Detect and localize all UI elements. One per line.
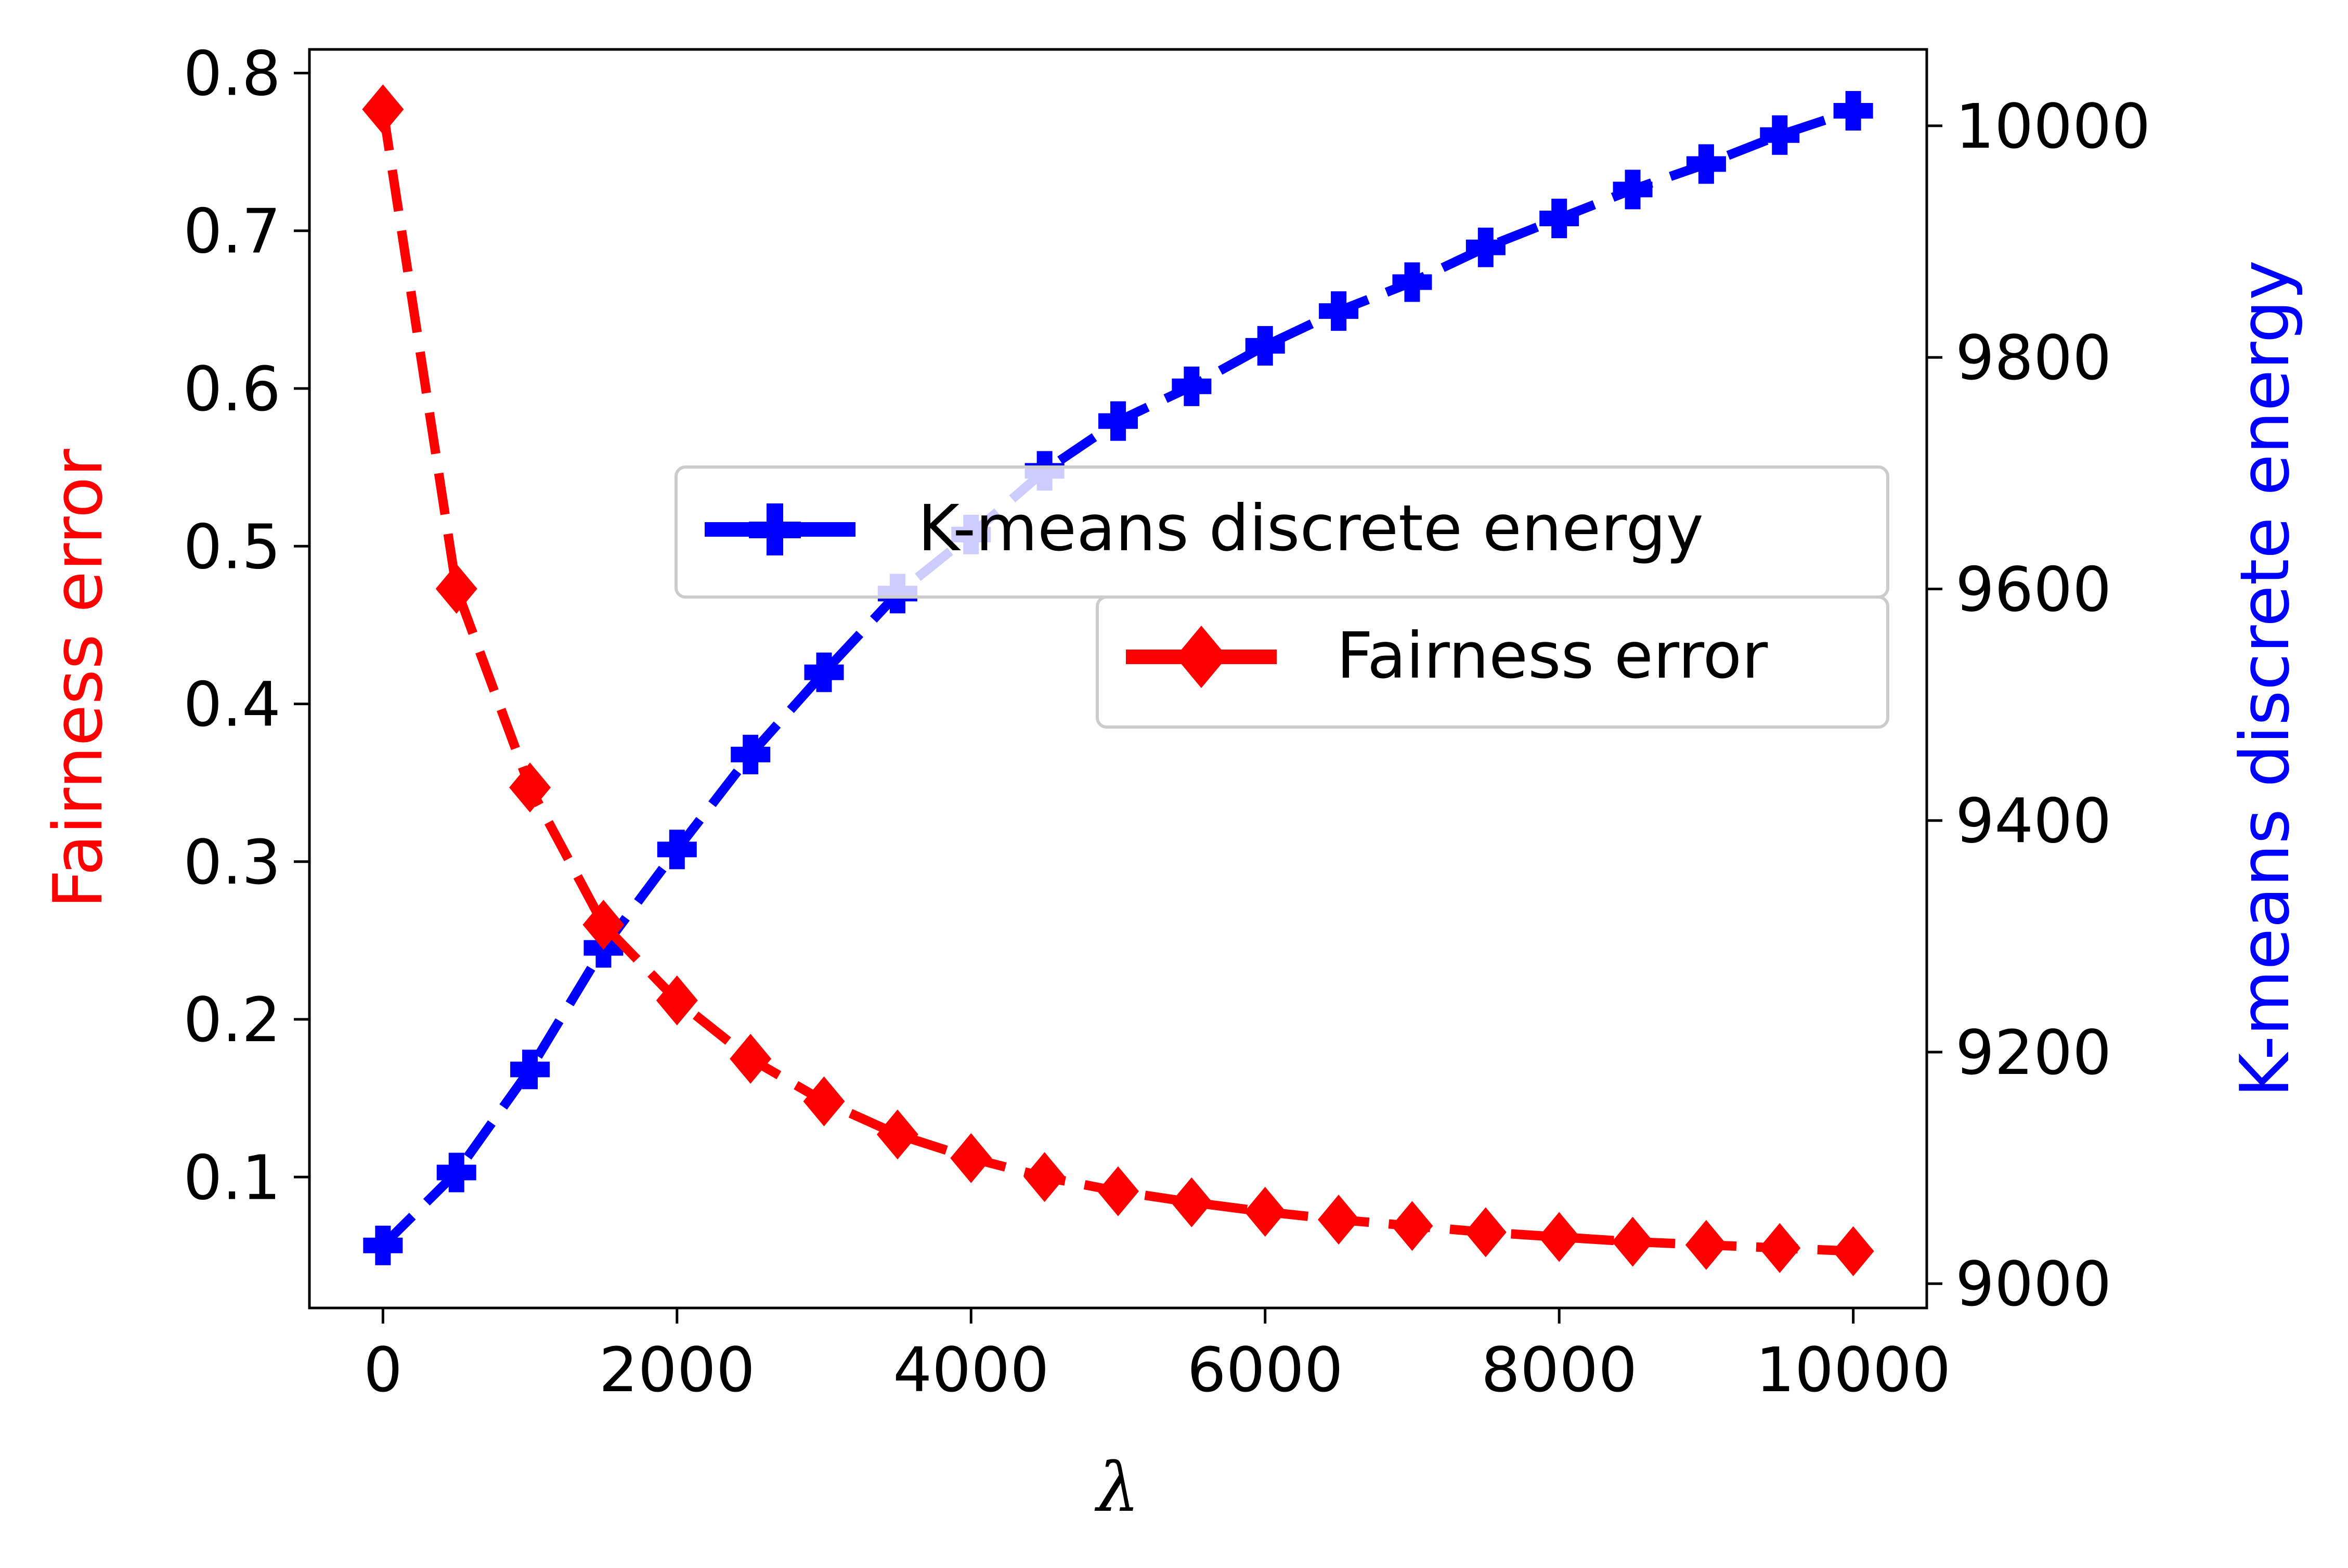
legend-fairness-frame — [1096, 595, 1889, 729]
right-tick-label: 9000 — [1955, 1248, 2111, 1320]
data-point-fairness — [509, 762, 551, 813]
right-tick-label: 9800 — [1955, 322, 2111, 394]
data-point-fairness — [582, 900, 625, 950]
data-point-energy — [731, 734, 771, 774]
left-tick-label: 0.6 — [183, 353, 281, 425]
data-point-energy — [363, 1225, 403, 1265]
data-point-energy — [657, 830, 697, 870]
left-tick-label: 0.8 — [183, 37, 281, 109]
data-point-fairness — [876, 1109, 918, 1160]
data-point-fairness — [803, 1076, 845, 1126]
legend-energy-marker — [749, 503, 801, 555]
left-tick-label: 0.7 — [183, 196, 281, 267]
data-point-fairness — [1171, 1177, 1213, 1227]
data-point-energy — [804, 652, 844, 692]
plot-frame — [308, 48, 1928, 1310]
data-point-energy — [510, 1049, 550, 1090]
x-tick-label: 10000 — [1756, 1334, 1951, 1406]
data-point-fairness — [435, 564, 477, 614]
data-point-energy — [1760, 115, 1800, 155]
data-point-fairness — [1685, 1220, 1727, 1270]
data-point-fairness — [656, 975, 698, 1026]
x-axis-label: λ — [1094, 1448, 1139, 1527]
data-point-fairness — [1391, 1201, 1433, 1251]
data-point-fairness — [1244, 1187, 1286, 1237]
data-point-fairness — [950, 1133, 992, 1183]
x-tick-label: 2000 — [599, 1334, 755, 1406]
data-point-energy — [1613, 170, 1653, 210]
left-y-axis: 0.1 0.2 0.3 0.4 0.5 0.6 0.7 0.8 — [183, 37, 309, 1213]
series-layer — [362, 84, 1874, 1276]
left-tick-label: 0.4 — [183, 669, 281, 741]
x-tick-label: 0 — [364, 1334, 403, 1406]
data-point-energy — [1833, 90, 1873, 131]
x-axis: 0 2000 4000 6000 8000 10000 — [364, 1308, 1951, 1406]
data-point-fairness — [1318, 1195, 1360, 1245]
left-tick-label: 0.5 — [183, 511, 281, 582]
right-y-axis: 9000 9200 9400 9600 9800 10000 — [1927, 90, 2150, 1320]
x-tick-label: 4000 — [893, 1334, 1049, 1406]
left-tick-label: 0.1 — [183, 1142, 281, 1213]
data-point-fairness — [362, 84, 404, 135]
data-point-energy — [1245, 326, 1285, 366]
legend-fairness: Fairness error — [1096, 595, 1889, 729]
data-point-fairness — [1023, 1152, 1066, 1202]
data-point-fairness — [1612, 1216, 1654, 1267]
x-tick-label: 8000 — [1481, 1334, 1637, 1406]
data-point-energy — [436, 1152, 476, 1193]
data-point-energy — [1319, 291, 1359, 331]
left-tick-label: 0.2 — [183, 984, 281, 1056]
left-axis-label: Fairness error — [38, 449, 118, 909]
data-point-fairness — [1464, 1207, 1507, 1258]
left-tick-label: 0.3 — [183, 826, 281, 898]
data-point-fairness — [1832, 1226, 1874, 1276]
data-point-fairness — [1538, 1212, 1580, 1262]
data-point-energy — [1686, 144, 1726, 184]
data-point-fairness — [1097, 1166, 1139, 1216]
right-tick-label: 10000 — [1955, 90, 2150, 162]
data-point-energy — [1172, 366, 1212, 406]
legend-fairness-marker — [1175, 626, 1227, 688]
data-point-energy — [1465, 227, 1506, 267]
legend-energy-label: K-means discrete energy — [918, 491, 1704, 565]
right-tick-label: 9600 — [1955, 553, 2111, 625]
data-point-energy — [1539, 199, 1579, 239]
legend-fairness-label: Fairness error — [1337, 619, 1768, 693]
data-point-fairness — [730, 1033, 772, 1084]
right-tick-label: 9400 — [1955, 785, 2111, 857]
data-point-fairness — [1759, 1223, 1801, 1273]
x-tick-label: 6000 — [1187, 1334, 1343, 1406]
right-tick-label: 9200 — [1955, 1017, 2111, 1088]
legend-energy: K-means discrete energy — [674, 465, 1889, 599]
data-point-energy — [1392, 262, 1432, 302]
series-fairness — [362, 84, 1874, 1276]
right-axis-label: K-means discrete energy — [2225, 260, 2304, 1097]
data-point-energy — [1098, 401, 1138, 441]
